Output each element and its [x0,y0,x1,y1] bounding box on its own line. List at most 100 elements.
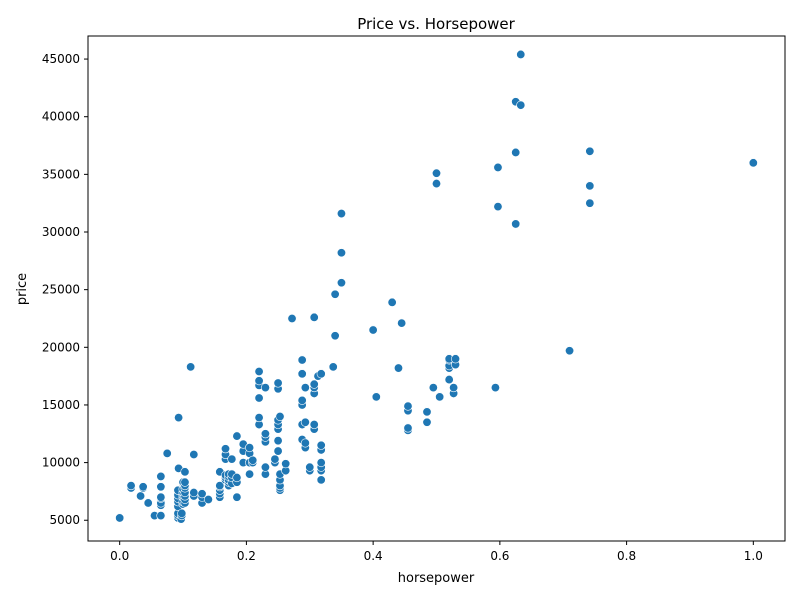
data-point [254,393,264,403]
data-point [328,362,338,372]
y-tick-label: 45000 [42,52,80,66]
data-point [330,289,340,299]
x-tick-label: 0.0 [110,549,129,563]
data-point [300,417,310,427]
data-point [138,482,148,492]
data-point [281,459,291,469]
data-point [156,482,166,492]
data-point [245,443,255,453]
x-tick-label: 0.2 [237,549,256,563]
data-point [516,100,526,110]
x-axis-label: horsepower [398,571,475,586]
data-point [490,383,500,393]
data-point [403,423,413,433]
data-point [305,462,315,472]
data-point [316,440,326,450]
data-point [180,467,190,477]
data-point [371,392,381,402]
x-axis: 0.0 0.2 0.4 0.6 0.8 1.0 [110,541,763,563]
data-point [451,354,461,364]
data-point [316,369,326,379]
y-tick-label: 25000 [42,283,80,297]
data-point [260,462,270,472]
data-point [300,383,310,393]
data-point [748,158,758,168]
data-point [203,494,213,504]
data-point [297,355,307,365]
y-tick-label: 20000 [42,340,80,354]
data-point [493,162,503,172]
data-point [156,471,166,481]
data-point [189,488,199,498]
data-point [287,313,297,323]
data-point [115,513,125,523]
data-point [220,444,230,454]
data-point [309,420,319,430]
data-point [232,473,242,483]
data-point [435,392,445,402]
y-tick-label: 35000 [42,167,80,181]
data-point [565,346,575,356]
data-point [156,511,166,521]
data-point [270,454,280,464]
y-axis: 5000 10000 15000 20000 25000 30000 35000 40000 4… [42,52,88,527]
data-point [254,367,264,377]
data-point [177,508,187,518]
chart-title: Price vs. Horsepower [357,15,515,33]
data-point [197,489,207,499]
data-point [273,446,283,456]
x-tick-label: 1.0 [744,549,763,563]
data-point [186,362,196,372]
data-point [431,168,441,178]
data-point [156,492,166,502]
data-point [126,481,136,491]
data-point [585,146,595,156]
x-tick-label: 0.8 [617,549,636,563]
x-tick-label: 0.6 [490,549,509,563]
data-point [254,376,264,386]
data-point [232,431,242,441]
data-point [516,49,526,59]
data-point [260,429,270,439]
y-tick-label: 10000 [42,456,80,470]
data-point [273,436,283,446]
data-point [180,477,190,487]
y-axis-label: price [15,273,30,305]
data-point [316,475,326,485]
data-point [248,455,258,465]
data-point [493,202,503,212]
data-point [309,312,319,322]
data-point [254,413,264,423]
y-tick-label: 15000 [42,398,80,412]
plot-frame [87,35,786,542]
data-point [336,278,346,288]
data-point [431,179,441,189]
data-point [309,379,319,389]
data-point [585,198,595,208]
data-point [368,325,378,335]
y-tick-label: 30000 [42,225,80,239]
data-point [387,297,397,307]
data-point [393,363,403,373]
data-point [174,413,184,423]
data-point [336,248,346,258]
data-point [511,219,521,229]
data-point [403,401,413,411]
data-point [143,498,153,508]
data-point [444,375,454,385]
data-point [297,369,307,379]
data-point [136,491,146,501]
data-point [227,454,237,464]
y-tick-label: 40000 [42,110,80,124]
data-point [585,181,595,191]
data-point [260,383,270,393]
data-point [316,458,326,468]
data-point [300,438,310,448]
data-point [330,331,340,341]
data-point [511,147,521,157]
data-point [336,209,346,219]
data-point [232,492,242,502]
data-point [273,378,283,388]
